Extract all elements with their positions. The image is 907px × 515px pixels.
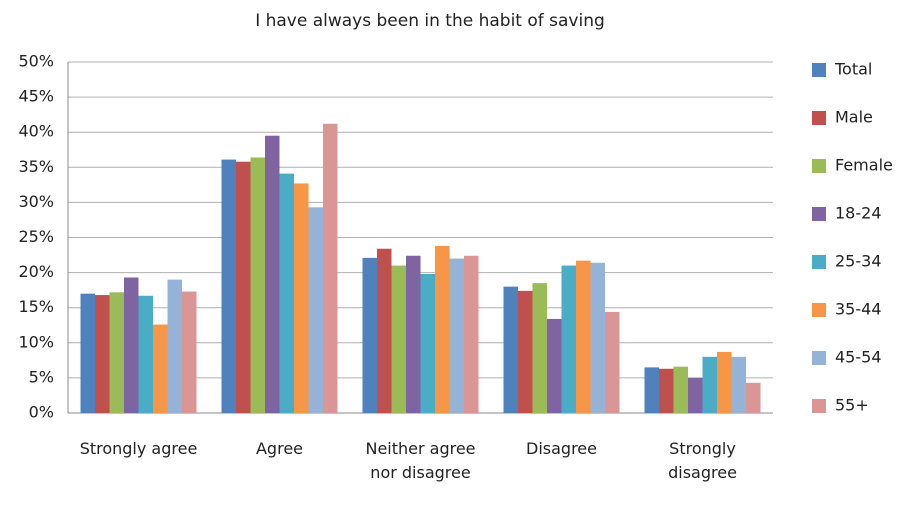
legend-swatch [812, 399, 826, 413]
x-tick-label: Agree [255, 439, 303, 458]
chart-title: I have always been in the habit of savin… [255, 11, 605, 31]
bar [532, 283, 547, 413]
bar [80, 293, 95, 413]
bar [576, 260, 591, 413]
bar [109, 292, 124, 413]
bar [659, 368, 674, 413]
bar [279, 173, 294, 413]
bar [124, 277, 139, 413]
bar [221, 159, 236, 413]
legend-label: Female [835, 156, 893, 175]
legend-swatch [812, 159, 826, 173]
bar [746, 382, 761, 413]
bar [182, 291, 197, 413]
bar [605, 311, 620, 413]
bar [702, 356, 717, 413]
legend-swatch [812, 303, 826, 317]
bar [95, 295, 110, 413]
bar [167, 279, 182, 413]
legend-swatch [812, 351, 826, 365]
y-tick-label: 35% [18, 157, 54, 176]
x-tick-label: Strongly disagree [668, 439, 737, 482]
legend-label: 18-24 [835, 204, 882, 223]
y-tick-label: 30% [18, 192, 54, 211]
bar [308, 207, 323, 413]
legend-label: Male [835, 108, 873, 127]
bar [731, 356, 746, 413]
y-tick-label: 15% [18, 297, 54, 316]
bar [420, 274, 435, 413]
bar [464, 255, 479, 413]
bar [138, 295, 153, 413]
y-tick-label: 25% [18, 227, 54, 246]
bar [590, 262, 605, 413]
legend-label: 25-34 [835, 252, 882, 271]
bar [153, 324, 168, 413]
bar [449, 258, 464, 413]
bar [688, 377, 703, 413]
x-tick-label: Strongly agree [79, 439, 198, 458]
bar [391, 265, 406, 413]
bar [547, 318, 562, 413]
bar [362, 257, 377, 413]
y-tick-label: 45% [18, 87, 54, 106]
bar [673, 366, 688, 413]
legend-label: 45-54 [835, 348, 882, 367]
y-tick-label: 10% [18, 332, 54, 351]
bar [644, 367, 659, 413]
x-tick-label: Neither agree nor disagree [365, 439, 476, 482]
bar [717, 351, 732, 413]
bar [250, 157, 265, 413]
bar [236, 161, 251, 413]
legend-swatch [812, 63, 826, 77]
legend-label: Total [834, 60, 872, 79]
y-tick-label: 50% [18, 52, 54, 71]
y-tick-label: 0% [29, 403, 54, 422]
bar [435, 245, 450, 413]
x-tick-label: Disagree [526, 439, 597, 458]
legend-label: 55+ [835, 396, 869, 415]
bar [377, 248, 392, 413]
legend-swatch [812, 255, 826, 269]
bar [294, 183, 309, 413]
bar [561, 265, 576, 413]
y-tick-label: 5% [29, 367, 54, 386]
bar [406, 255, 421, 413]
bar [503, 286, 518, 413]
bar [323, 123, 338, 413]
legend-swatch [812, 207, 826, 221]
bar [265, 135, 280, 413]
y-tick-label: 40% [18, 122, 54, 141]
y-tick-label: 20% [18, 262, 54, 281]
bar [518, 290, 533, 413]
legend-swatch [812, 111, 826, 125]
legend-label: 35-44 [835, 300, 882, 319]
